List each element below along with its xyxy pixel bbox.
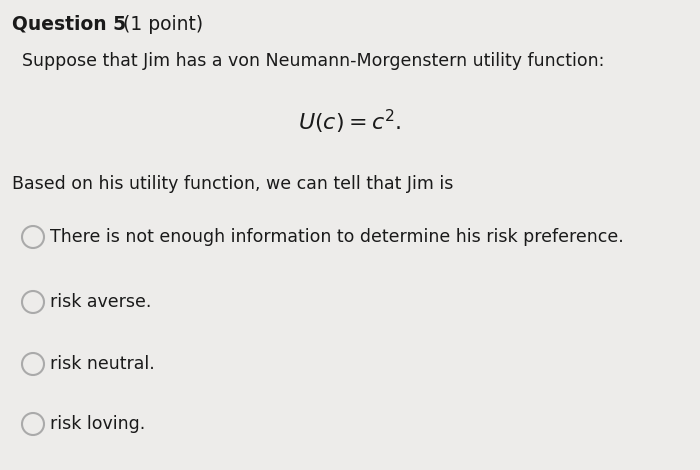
Text: Based on his utility function, we can tell that Jim is: Based on his utility function, we can te… xyxy=(12,175,454,193)
Text: risk averse.: risk averse. xyxy=(50,293,151,311)
Text: risk loving.: risk loving. xyxy=(50,415,146,433)
Text: Question 5: Question 5 xyxy=(12,15,126,34)
Text: There is not enough information to determine his risk preference.: There is not enough information to deter… xyxy=(50,228,624,246)
Text: risk neutral.: risk neutral. xyxy=(50,355,155,373)
Text: Suppose that Jim has a von Neumann-Morgenstern utility function:: Suppose that Jim has a von Neumann-Morge… xyxy=(22,52,604,70)
Text: $U(c) = c^2.$: $U(c) = c^2.$ xyxy=(298,108,402,136)
Text: (1 point): (1 point) xyxy=(117,15,203,34)
